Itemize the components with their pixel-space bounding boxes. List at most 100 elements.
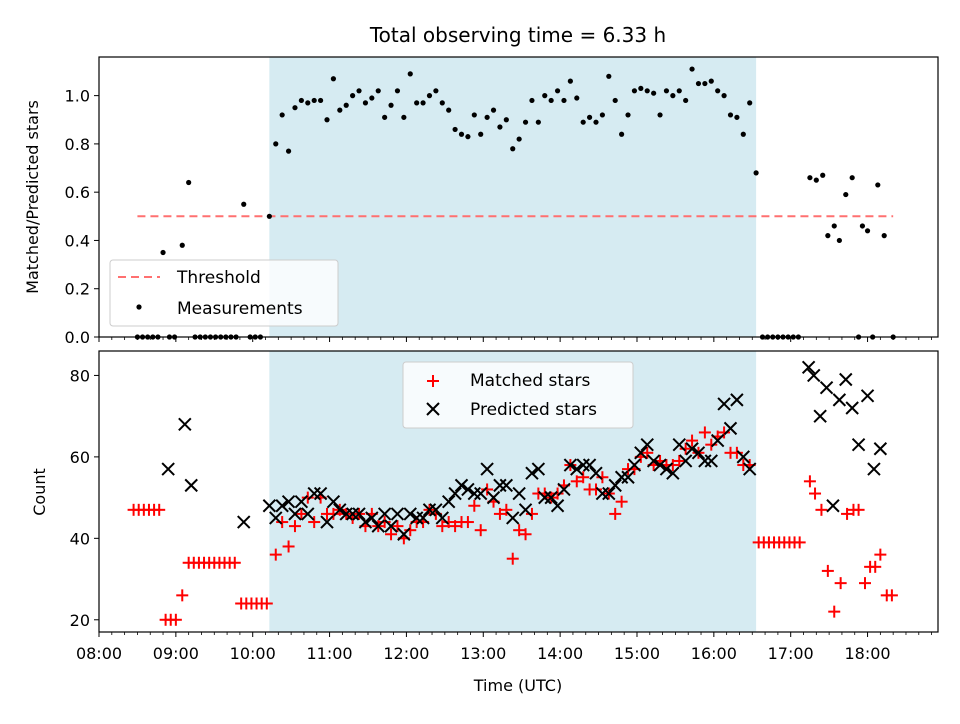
measurement-point	[881, 233, 887, 239]
matched-stars-point	[327, 507, 340, 520]
measurement-point	[266, 213, 272, 219]
predicted-stars-point	[839, 372, 853, 387]
measurement-point	[593, 119, 599, 125]
predicted-stars-point	[493, 478, 507, 493]
matched-stars-point	[705, 438, 718, 451]
x-tick-label: 17:00	[768, 644, 814, 663]
predicted-stars-point	[326, 494, 341, 509]
legend-measurements-swatch	[136, 304, 142, 310]
measurement-point	[683, 97, 689, 104]
measurement-point	[330, 76, 337, 82]
x-tick-label: 10:00	[230, 644, 276, 663]
ratio-panel: 0.0 0.2 0.4 0.6 0.8 1.0 Matched/Predicted sta…	[23, 56, 939, 347]
predicted-stars-point	[614, 470, 629, 484]
measurement-point	[580, 119, 586, 125]
predicted-stars-point	[730, 393, 744, 407]
predicted-stars-point	[867, 462, 881, 476]
ratio-y-axis-label: Matched/Predicted stars	[23, 100, 42, 294]
predicted-stars-point	[807, 368, 821, 383]
count-legend: Matched stars Predicted stars	[402, 361, 634, 429]
matched-stars-point	[570, 475, 583, 488]
measurement-point	[179, 242, 185, 248]
predicted-stars-point	[269, 511, 283, 525]
matched-stars-point	[666, 459, 679, 472]
measurement-point	[292, 105, 298, 111]
predicted-stars-point	[531, 462, 546, 476]
matched-stars-point	[821, 564, 834, 577]
predicted-stars-point	[717, 397, 731, 411]
predicted-stars-point	[557, 482, 571, 497]
count-panel: 08:00 09:00 10:00 11:00 12:00 13:00 14:00 15:00…	[30, 350, 939, 663]
predicted-stars-point	[538, 490, 552, 505]
measurement-point	[394, 88, 401, 94]
predicted-stars-point	[384, 519, 398, 533]
matched-stars-point	[815, 503, 828, 516]
measurement-point	[849, 175, 855, 181]
measurement-point	[375, 88, 381, 94]
measurement-point	[651, 90, 657, 96]
measurement-point	[727, 112, 734, 118]
legend-threshold-label: Threshold	[176, 268, 261, 288]
matched-stars-point	[301, 491, 314, 504]
matched-stars-point	[869, 560, 882, 573]
predicted-stars-point	[621, 470, 635, 484]
matched-stars-point	[481, 483, 494, 496]
predicted-stars-point	[352, 507, 366, 521]
measurement-point	[522, 119, 529, 125]
predicted-stars-point	[161, 462, 175, 476]
matched-stars-point	[673, 454, 686, 467]
measurement-point	[324, 117, 330, 123]
matched-stars-point	[474, 524, 487, 537]
measurement-point	[859, 223, 866, 229]
matched-stars-point	[378, 516, 391, 529]
predicted-stars-point	[691, 446, 706, 460]
matched-stars-point	[513, 524, 526, 537]
measurement-point	[382, 114, 388, 120]
matched-stars-point	[288, 520, 301, 533]
predicted-stars-point	[499, 478, 514, 493]
predicted-stars-point	[723, 421, 738, 436]
matched-stars-point	[679, 442, 692, 455]
measurement-point	[401, 114, 407, 120]
measurement-point	[708, 78, 714, 84]
measurement-point	[471, 112, 477, 118]
predicted-stars-point	[518, 503, 533, 517]
count-plot-frame	[98, 350, 939, 633]
matched-stars-point	[449, 520, 462, 533]
predicted-stars-point	[288, 507, 302, 521]
predicted-stars-point	[339, 507, 353, 521]
predicted-stars-point	[678, 454, 693, 468]
matched-stars-point	[589, 483, 602, 496]
measurement-point	[535, 119, 541, 125]
matched-stars-point	[276, 516, 289, 529]
predicted-stars-point	[845, 401, 859, 415]
y-tick-label: 0.6	[65, 183, 90, 202]
measurement-point	[836, 237, 842, 244]
matched-stars-point	[698, 426, 711, 439]
predicted-stars-point	[576, 458, 590, 472]
measurement-point	[831, 223, 837, 229]
measurement-point	[695, 80, 702, 87]
predicted-stars-point	[819, 380, 834, 395]
matched-stars-point	[506, 552, 519, 565]
predicted-stars-point	[672, 437, 686, 452]
matched-stars-point	[803, 475, 816, 488]
y-tick-label: 0.0	[65, 328, 90, 347]
measurement-point	[567, 78, 573, 84]
predicted-stars-point	[371, 519, 385, 533]
measurement-point	[820, 172, 826, 178]
measurement-point	[619, 131, 625, 137]
x-tick-label: 14:00	[537, 644, 583, 663]
measurement-point	[753, 170, 759, 176]
predicted-stars-point	[237, 515, 251, 529]
measurement-point	[478, 131, 484, 137]
matched-stars-point	[551, 487, 564, 500]
predicted-stars-point	[826, 499, 840, 513]
matched-stars-point	[834, 577, 847, 590]
x-tick-label: 18:00	[844, 644, 890, 663]
measurement-point	[426, 93, 433, 99]
y-tick-label: 80	[70, 366, 90, 385]
measurement-point	[241, 201, 247, 207]
predicted-stars-point	[550, 499, 565, 513]
measurement-point	[864, 228, 871, 234]
